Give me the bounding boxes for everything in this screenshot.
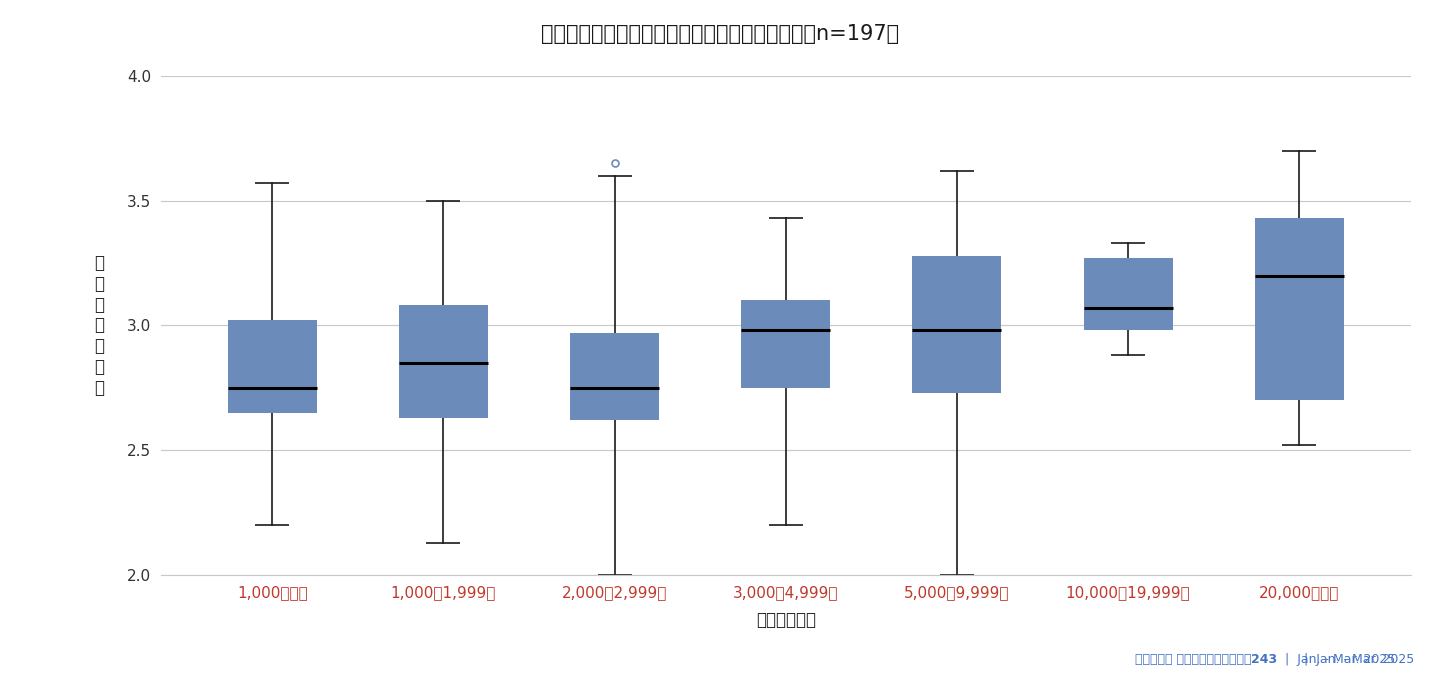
Bar (228, 321, 317, 413)
Text: |  Jan. - Mar. 2025: | Jan. - Mar. 2025 (1277, 653, 1395, 666)
Text: 243: 243 (1251, 653, 1277, 666)
Text: 表４　収容定員区分別　状態設問平均点の分布（n=197）: 表４ 収容定員区分別 状態設問平均点の分布（n=197） (541, 24, 899, 44)
Y-axis label: 状
態
設
問
平
均
点: 状 態 設 問 平 均 点 (94, 254, 104, 397)
Bar (1084, 258, 1172, 330)
X-axis label: 収容定員区分: 収容定員区分 (756, 611, 816, 629)
Bar (1254, 218, 1344, 400)
Text: リクルート カレッジマネジメント: リクルート カレッジマネジメント (1135, 653, 1256, 666)
Bar (399, 306, 488, 418)
Bar (570, 333, 660, 421)
Text: |  Jan. - Mar. 2025: | Jan. - Mar. 2025 (1296, 653, 1414, 666)
Bar (742, 301, 831, 388)
Bar (913, 256, 1001, 393)
